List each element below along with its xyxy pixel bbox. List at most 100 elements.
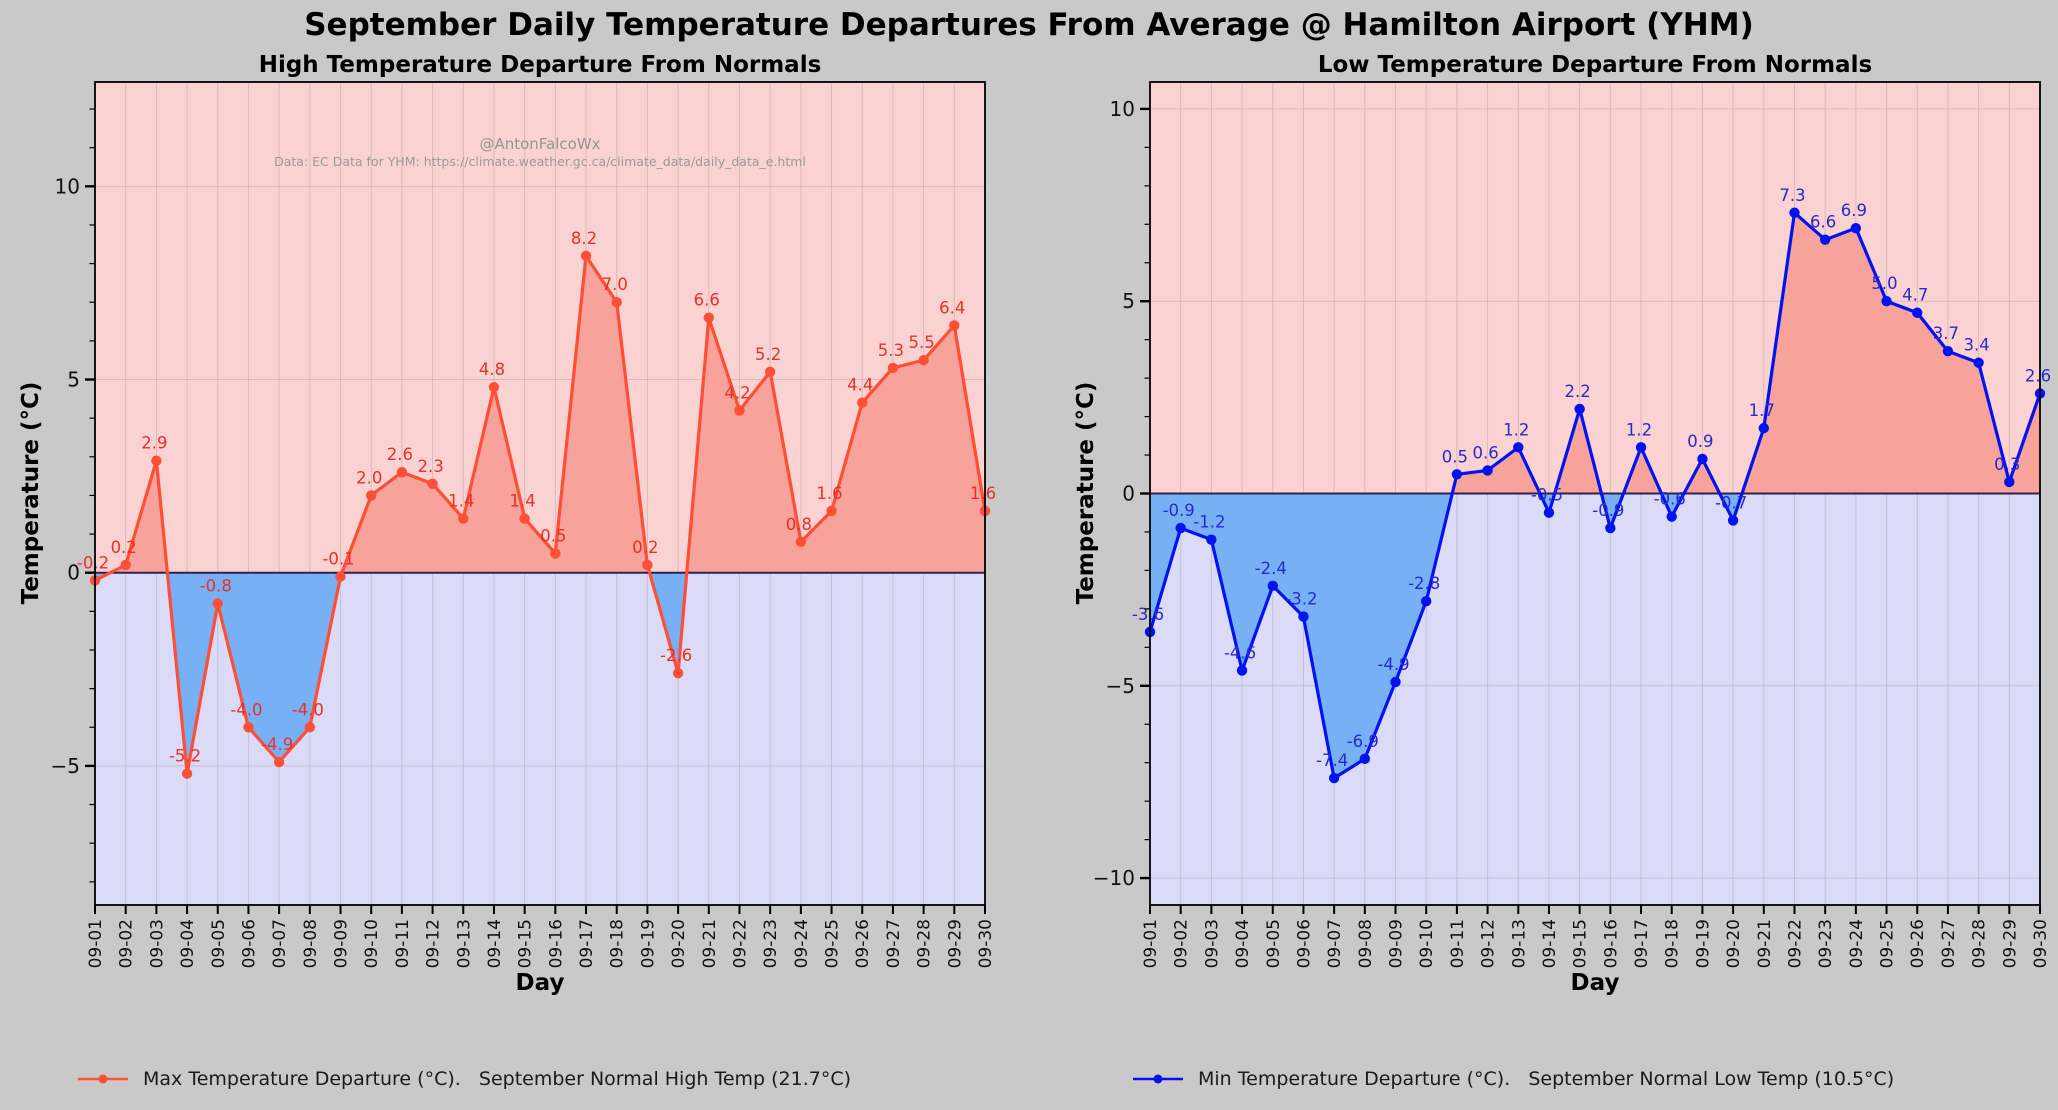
data-point-marker bbox=[764, 366, 776, 377]
data-label: -0.9 bbox=[1592, 501, 1624, 520]
x-tick-label: 09-06 bbox=[239, 919, 259, 968]
data-label: -2.8 bbox=[1408, 574, 1440, 593]
data-label: 1.6 bbox=[816, 484, 842, 503]
legend-dot-icon bbox=[98, 1074, 108, 1084]
x-tick-labels: 09-01 09-02 09-03 09-04 09-05 09-06 09-07 09-08… bbox=[1141, 919, 2051, 968]
data-label: 4.8 bbox=[479, 360, 505, 379]
data-point-marker bbox=[1451, 469, 1463, 480]
x-tick-label: 09-14 bbox=[1540, 919, 1560, 968]
data-label: -0.5 bbox=[1531, 486, 1563, 505]
x-tick-label: 09-16 bbox=[546, 919, 566, 968]
x-tick-label: 09-04 bbox=[1233, 919, 1253, 968]
x-tick-label: 09-18 bbox=[608, 919, 628, 968]
data-point-marker bbox=[1789, 207, 1800, 218]
legend-low: Min Temperature Departure (°C). Septembe… bbox=[1131, 1068, 1894, 1090]
x-tick-label: 09-17 bbox=[577, 919, 597, 968]
x-tick-label: 09-23 bbox=[1816, 919, 1836, 968]
data-point-marker bbox=[1267, 580, 1278, 591]
x-tick-label: 09-22 bbox=[730, 919, 750, 968]
markers bbox=[89, 250, 991, 779]
x-tick-label: 09-07 bbox=[1325, 919, 1345, 968]
x-tick-label: 09-07 bbox=[270, 919, 290, 968]
y-tick-labels: −10 −5 0 5 10 bbox=[1093, 97, 1135, 890]
legend-label-high: Max Temperature Departure (°C). Septembe… bbox=[143, 1068, 852, 1090]
data-point-marker bbox=[611, 297, 622, 308]
data-label: 2.9 bbox=[141, 434, 167, 453]
x-tick-labels: 09-01 09-02 09-03 09-04 09-05 09-06 09-07 09-08… bbox=[86, 919, 996, 968]
x-tick-label: 09-24 bbox=[1847, 919, 1867, 968]
x-tick-label: 09-02 bbox=[117, 919, 137, 968]
data-label: 0.9 bbox=[1687, 432, 1713, 451]
data-label: 8.2 bbox=[571, 229, 597, 248]
data-point-marker bbox=[120, 559, 131, 571]
data-point-marker bbox=[1819, 234, 1831, 245]
x-tick-label: 09-30 bbox=[2031, 919, 2051, 968]
y-tick-label: −5 bbox=[51, 754, 80, 778]
x-tick-label: 09-09 bbox=[1387, 919, 1407, 968]
data-label: 4.7 bbox=[1902, 286, 1928, 305]
data-point-marker bbox=[1758, 422, 1769, 434]
area-positive bbox=[95, 255, 985, 573]
data-point-marker bbox=[1175, 522, 1186, 534]
x-tick-label: 09-21 bbox=[1755, 919, 1775, 968]
data-point-marker bbox=[1328, 772, 1340, 784]
x-tick-label: 09-11 bbox=[1448, 919, 1468, 968]
data-label: 4.2 bbox=[724, 383, 750, 402]
y-tick-label: 10 bbox=[55, 174, 80, 198]
legend-label-low: Min Temperature Departure (°C). Septembe… bbox=[1198, 1068, 1895, 1090]
data-label: 6.6 bbox=[1810, 213, 1836, 232]
x-tick-label: 09-27 bbox=[884, 919, 904, 968]
x-tick-label: 09-28 bbox=[1970, 919, 1990, 968]
y-axis-label-low: Temperature (°C) bbox=[1073, 381, 1099, 605]
data-point-marker bbox=[1574, 403, 1585, 415]
data-label: 5.0 bbox=[1871, 274, 1897, 293]
x-tick-label: 09-01 bbox=[86, 919, 106, 968]
area-negative bbox=[95, 572, 687, 774]
x-tick-label: 09-08 bbox=[1356, 919, 1376, 968]
data-point-marker bbox=[1513, 442, 1524, 453]
data-label: 4.4 bbox=[847, 376, 873, 395]
y-tick-label: 5 bbox=[67, 368, 80, 392]
x-tick-label: 09-23 bbox=[761, 919, 781, 968]
data-point-marker bbox=[458, 513, 469, 524]
data-point-marker bbox=[1727, 515, 1739, 526]
plot-area-high: -0.20.22.9-5.2-0.8-4.0-4.9-4.0-0.12.02.6… bbox=[51, 81, 996, 968]
data-label: -1.2 bbox=[1193, 513, 1225, 532]
data-label: 6.9 bbox=[1841, 201, 1867, 220]
area-positive bbox=[1150, 212, 2040, 494]
x-tick-label: 09-29 bbox=[2000, 919, 2020, 968]
data-point-marker bbox=[949, 320, 960, 331]
data-label: 5.3 bbox=[878, 341, 904, 360]
data-point-marker bbox=[427, 478, 438, 490]
data-point-marker bbox=[304, 722, 316, 733]
data-point-marker bbox=[550, 548, 561, 559]
data-labels: -0.20.22.9-5.2-0.8-4.0-4.9-4.0-0.12.02.6… bbox=[77, 229, 996, 766]
legend-marker-line-high bbox=[78, 1074, 128, 1084]
x-tick-label: 09-14 bbox=[485, 919, 505, 968]
y-tick-label: −10 bbox=[1093, 866, 1135, 890]
data-label: 0.6 bbox=[1472, 443, 1498, 462]
data-label: 6.4 bbox=[939, 298, 965, 317]
x-axis-label-high: Day bbox=[515, 970, 565, 996]
data-label: 2.6 bbox=[387, 445, 413, 464]
data-label: 1.4 bbox=[448, 492, 474, 511]
y-tick-labels: −5 0 5 10 bbox=[51, 174, 80, 778]
data-point-marker bbox=[734, 405, 745, 416]
high-temp-chart: High Temperature Departure From Normals … bbox=[18, 52, 996, 1090]
x-tick-label: 09-19 bbox=[638, 919, 658, 968]
legend-marker-line-low bbox=[1133, 1074, 1183, 1084]
x-tick-label: 09-15 bbox=[1571, 919, 1591, 968]
x-tick-label: 09-24 bbox=[792, 919, 812, 968]
data-point-marker bbox=[1697, 453, 1708, 465]
x-tick-label: 09-11 bbox=[393, 919, 413, 968]
chart-title-low: Low Temperature Departure From Normals bbox=[1317, 52, 1873, 78]
x-tick-label: 09-02 bbox=[1172, 919, 1192, 968]
data-point-marker bbox=[243, 722, 254, 733]
x-tick-label: 09-12 bbox=[424, 919, 444, 968]
data-label: 0.5 bbox=[540, 526, 566, 545]
x-tick-label: 09-29 bbox=[945, 919, 965, 968]
markers bbox=[1144, 207, 2046, 784]
data-label: 1.6 bbox=[970, 484, 996, 503]
low-temp-chart: Low Temperature Departure From Normals T… bbox=[1055, 0, 2058, 1110]
x-tick-label: 09-05 bbox=[1264, 919, 1284, 968]
